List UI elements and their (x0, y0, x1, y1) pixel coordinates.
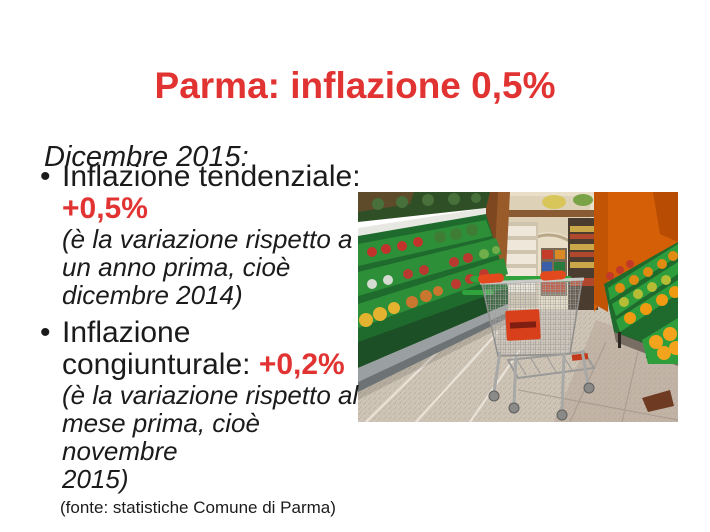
inflation-value-congiunturale: +0,2% (258, 348, 345, 381)
source-note: (fonte: statistiche Comune di Parma) (60, 498, 336, 517)
inflation-value-tendenziale: +0,5% (62, 192, 148, 225)
bullet-list: Inflazione tendenziale: +0,5% (è la vari… (40, 161, 368, 501)
note-line: (è la variazione rispetto a (62, 224, 353, 254)
bullet-note: (è la variazione rispetto al mese prima,… (62, 381, 368, 493)
note-line: (è la variazione rispetto al (62, 380, 359, 410)
bullet-note: (è la variazione rispetto a un anno prim… (62, 225, 368, 309)
bullet-lead-text: congiunturale: (62, 348, 251, 381)
fruit-display (594, 192, 678, 412)
supermarket-photo-illustration (358, 192, 678, 422)
slide-title: Parma: inflazione 0,5% (154, 64, 556, 106)
bullet-lead: Inflazione tendenziale: (62, 160, 361, 193)
shopping-cart (462, 270, 596, 421)
vegetable-display (358, 192, 508, 400)
note-line: un anno prima, cioè (62, 252, 291, 282)
bullet-inflazione-congiunturale: Inflazione congiunturale: +0,2% (è la va… (40, 316, 368, 494)
supermarket-photo (358, 192, 678, 422)
bullet-lead-line2: congiunturale: +0,2% (62, 349, 368, 381)
note-line: dicembre 2014) (62, 280, 243, 310)
note-line: 2015) (62, 464, 129, 494)
bullet-inflazione-tendenziale: Inflazione tendenziale: +0,5% (è la vari… (40, 160, 368, 310)
note-line: mese prima, cioè novembre (62, 408, 260, 466)
bullet-lead: Inflazione (62, 316, 191, 349)
